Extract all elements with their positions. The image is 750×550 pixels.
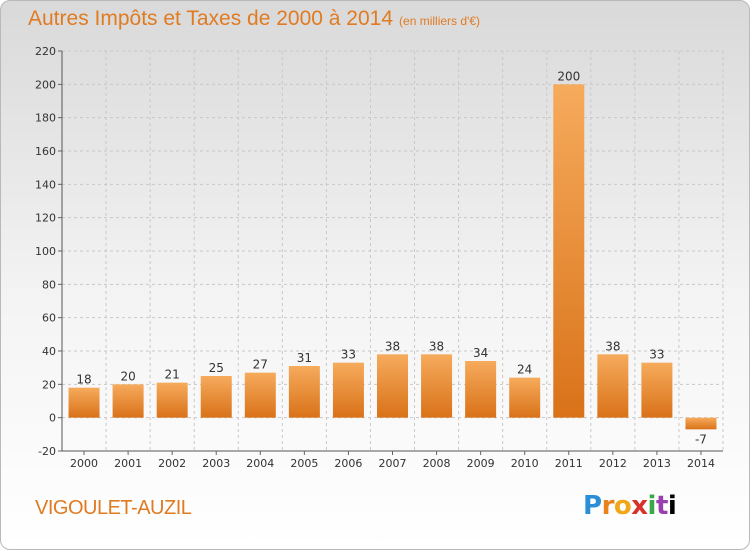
data-label: 33	[649, 348, 664, 362]
y-tick-label: 120	[35, 212, 56, 225]
logo-letter: r	[601, 491, 615, 521]
bar	[156, 382, 188, 418]
x-tick-label: 2013	[643, 457, 671, 470]
data-label: 38	[385, 339, 400, 353]
x-tick-label: 2010	[511, 457, 539, 470]
logo-letter: P	[583, 491, 602, 521]
x-tick-label: 2011	[555, 457, 583, 470]
bar	[465, 361, 497, 418]
bar	[421, 354, 453, 418]
y-tick-label: 60	[42, 312, 56, 325]
y-tick-label: 0	[49, 412, 56, 425]
proxiti-logo: Proxiti	[583, 491, 677, 521]
bar	[509, 377, 541, 418]
data-label: 33	[341, 348, 356, 362]
x-tick-label: 2002	[158, 457, 186, 470]
commune-name: VIGOULET-AUZIL	[35, 497, 192, 519]
x-tick-label: 2001	[114, 457, 142, 470]
y-tick-label: 220	[35, 45, 56, 58]
y-tick-label: 100	[35, 245, 56, 258]
x-tick-label: 2012	[599, 457, 627, 470]
bar	[200, 376, 232, 418]
y-tick-label: 180	[35, 112, 56, 125]
chart-title: Autres Impôts et Taxes de 2000 à 2014 (en…	[28, 7, 480, 31]
data-label: 38	[605, 339, 620, 353]
x-tick-label: 2006	[334, 457, 362, 470]
y-tick-label: 40	[42, 345, 56, 358]
x-tick-label: 2009	[467, 457, 495, 470]
bar	[244, 372, 276, 418]
y-tick-label: 80	[42, 278, 56, 291]
x-tick-label: 2007	[379, 457, 407, 470]
logo-letter: i	[667, 491, 677, 521]
x-tick-label: 2000	[70, 457, 98, 470]
data-label: 20	[120, 369, 135, 383]
y-tick-label: 20	[42, 378, 56, 391]
bar	[685, 417, 717, 430]
data-label: 21	[165, 368, 180, 382]
bar	[377, 354, 408, 418]
bar	[641, 362, 673, 418]
x-tick-label: 2004	[246, 457, 274, 470]
data-label: 24	[517, 363, 532, 377]
bar	[332, 362, 364, 418]
y-tick-label: 160	[35, 145, 56, 158]
x-tick-label: 2005	[290, 457, 318, 470]
data-label: 25	[209, 361, 224, 375]
y-tick-label: -20	[38, 445, 56, 458]
logo-letter: x	[631, 491, 648, 521]
bar	[288, 366, 320, 418]
data-label: 18	[76, 373, 91, 387]
chart-title-text: Autres Impôts et Taxes de 2000 à 2014	[28, 7, 394, 30]
data-label: 31	[297, 351, 312, 365]
x-tick-label: 2003	[202, 457, 230, 470]
logo-letter: i	[647, 491, 657, 521]
logo-letter: t	[655, 491, 668, 521]
data-label: 27	[253, 358, 268, 372]
chart-subtitle: (en milliers d'€)	[399, 14, 481, 28]
data-label: 38	[429, 339, 444, 353]
bar	[112, 384, 144, 418]
x-tick-label: 2014	[687, 457, 715, 470]
y-tick-label: 200	[35, 78, 56, 91]
data-label: -7	[695, 432, 707, 446]
logo-letter: o	[613, 491, 632, 521]
data-label: 200	[557, 69, 580, 83]
bar	[68, 387, 100, 418]
y-tick-label: 140	[35, 178, 56, 191]
x-tick-label: 2008	[423, 457, 451, 470]
bar	[553, 84, 585, 418]
data-label: 34	[473, 346, 488, 360]
bar	[597, 354, 629, 418]
